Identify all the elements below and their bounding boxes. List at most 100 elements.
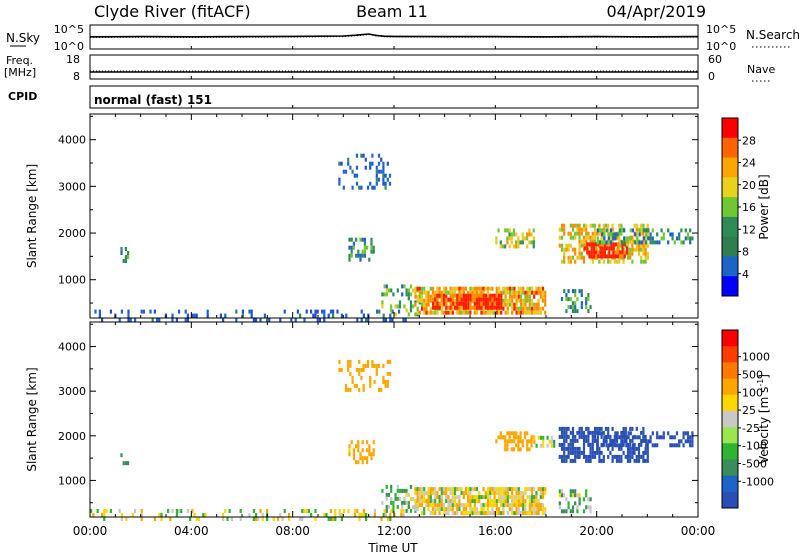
range-gate-cell bbox=[638, 228, 641, 233]
range-gate-cell bbox=[390, 496, 393, 501]
range-gate-cell bbox=[689, 236, 692, 241]
range-gate-cell bbox=[508, 286, 512, 291]
range-gate-cell bbox=[651, 236, 654, 241]
range-gate-cell bbox=[510, 439, 513, 444]
range-gate-cell bbox=[585, 493, 588, 498]
range-gate-cell bbox=[390, 308, 393, 313]
range-gate-cell bbox=[432, 305, 435, 310]
range-gate-cell bbox=[398, 304, 402, 309]
range-gate-cell bbox=[515, 443, 518, 448]
colorbar-tick-label: 24 bbox=[742, 157, 756, 170]
range-gate-cell bbox=[451, 511, 454, 516]
range-gate-cell bbox=[528, 499, 531, 504]
range-gate-cell bbox=[528, 503, 531, 508]
range-gate-cell bbox=[425, 298, 428, 303]
colorbar-swatch bbox=[722, 197, 738, 218]
range-gate-cell bbox=[471, 305, 474, 310]
range-gate-cell bbox=[578, 493, 581, 498]
range-gate-cell bbox=[533, 507, 536, 512]
range-gate-cell bbox=[600, 426, 603, 431]
range-gate-cell bbox=[453, 487, 457, 492]
range-gate-cell bbox=[500, 503, 503, 508]
range-gate-cell bbox=[248, 513, 251, 517]
range-gate-cell bbox=[296, 309, 299, 314]
range-gate-cell bbox=[484, 297, 487, 302]
range-gate-cell bbox=[591, 231, 594, 236]
range-gate-cell bbox=[517, 487, 520, 492]
range-gate-cell bbox=[425, 294, 428, 299]
nsky-trace bbox=[89, 33, 699, 38]
range-gate-cell bbox=[537, 286, 540, 291]
range-gate-cell bbox=[363, 245, 366, 250]
range-gate-cell bbox=[624, 239, 627, 244]
range-gate-cell bbox=[369, 181, 372, 186]
range-gate-cell bbox=[442, 310, 446, 315]
range-gate-cell bbox=[390, 488, 393, 493]
range-gate-cell bbox=[445, 491, 448, 496]
range-gate-cell bbox=[508, 244, 511, 249]
range-gate-cell bbox=[504, 290, 507, 295]
range-gate-cell bbox=[671, 236, 674, 241]
range-gate-cell bbox=[409, 284, 413, 289]
range-gate-cell bbox=[582, 450, 586, 455]
range-gate-cell bbox=[255, 317, 258, 322]
range-gate-cell bbox=[407, 288, 410, 293]
range-gate-cell bbox=[649, 435, 652, 440]
range-gate-cell bbox=[486, 294, 490, 299]
range-gate-cell bbox=[511, 290, 514, 295]
range-gate-cell bbox=[517, 491, 520, 496]
range-gate-cell bbox=[502, 290, 505, 295]
range-gate-cell bbox=[371, 359, 374, 364]
range-gate-cell bbox=[601, 443, 604, 448]
range-gate-cell bbox=[369, 161, 372, 166]
range-gate-cell bbox=[542, 439, 545, 444]
range-gate-cell bbox=[299, 313, 302, 318]
range-gate-cell bbox=[501, 244, 505, 249]
range-gate-cell bbox=[614, 254, 617, 259]
range-gate-cell bbox=[513, 294, 516, 299]
range-gate-cell bbox=[372, 448, 375, 453]
range-gate-cell bbox=[563, 493, 566, 498]
range-gate-cell bbox=[349, 363, 352, 368]
range-gate-cell bbox=[596, 431, 599, 436]
range-gate-cell bbox=[558, 493, 561, 498]
range-gate-cell bbox=[585, 301, 588, 306]
range-gate-cell bbox=[158, 317, 161, 322]
range-gate-cell bbox=[358, 513, 361, 517]
range-gate-cell bbox=[464, 286, 468, 291]
range-gate-cell bbox=[460, 286, 463, 291]
range-gate-cell bbox=[414, 491, 417, 496]
range-gate-cell bbox=[497, 290, 501, 295]
range-gate-cell bbox=[438, 507, 441, 512]
range-gate-cell bbox=[638, 232, 641, 237]
range-gate-cell bbox=[618, 235, 621, 240]
range-gate-cell bbox=[352, 245, 355, 250]
range-gate-cell bbox=[585, 297, 588, 302]
range-gate-cell bbox=[458, 310, 461, 315]
range-gate-cell bbox=[571, 489, 575, 494]
range-gate-cell bbox=[416, 499, 419, 504]
range-gate-cell bbox=[530, 487, 534, 492]
range-gate-cell bbox=[596, 240, 599, 245]
range-gate-cell bbox=[521, 439, 524, 444]
range-gate-cell bbox=[445, 286, 448, 291]
range-gate-cell bbox=[359, 237, 362, 242]
range-gate-cell bbox=[418, 491, 421, 496]
range-gate-cell bbox=[598, 458, 601, 463]
range-gate-cell bbox=[684, 431, 687, 436]
range-gate-cell bbox=[513, 487, 516, 492]
range-gate-cell bbox=[368, 452, 371, 457]
range-gate-cell bbox=[512, 435, 516, 440]
range-gate-cell bbox=[528, 240, 531, 245]
range-gate-cell bbox=[469, 293, 472, 298]
range-gate-cell bbox=[584, 246, 587, 251]
range-gate-cell bbox=[305, 509, 308, 513]
range-gate-cell bbox=[398, 309, 401, 314]
range-gate-cell bbox=[589, 430, 592, 435]
range-gate-cell bbox=[512, 228, 516, 233]
range-gate-cell bbox=[574, 301, 577, 306]
range-gate-cell bbox=[642, 236, 646, 241]
range-gate-cell bbox=[482, 495, 485, 500]
colorbar-swatch bbox=[722, 137, 738, 159]
range-gate-cell bbox=[567, 259, 570, 264]
